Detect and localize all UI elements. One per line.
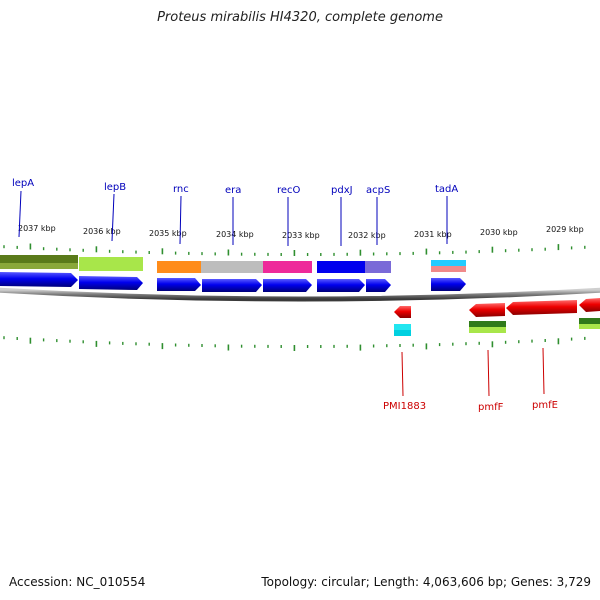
cds-arrow-PMI1883[interactable]: [394, 306, 411, 318]
gene-label-lepB[interactable]: lepB: [104, 182, 126, 193]
category-box-PMI1883-cyan: [394, 324, 411, 330]
accession-info: Accession: NC_010554: [9, 575, 145, 589]
cds-arrow-offscreen[interactable]: [579, 298, 600, 312]
ruler-ticks-bottom: [3, 336, 586, 351]
category-box-pmfF-dark: [469, 321, 506, 327]
gene-label-recO[interactable]: recO: [277, 185, 301, 196]
ruler-label-2035: 2035 kbp: [149, 229, 187, 238]
ruler-label-2031: 2031 kbp: [414, 230, 452, 239]
accession-value: NC_010554: [76, 575, 146, 589]
ruler-ticks-top: [3, 243, 586, 256]
cds-arrow-era[interactable]: [202, 279, 262, 292]
category-box-acpS: [365, 261, 391, 273]
category-box-era: [201, 261, 263, 273]
genome-summary: Topology: circular; Length: 4,063,606 bp…: [261, 575, 591, 589]
leader-lepB: [111, 193, 115, 242]
forward-cds-track: [0, 272, 466, 292]
ruler-label-2032: 2032 kbp: [348, 231, 386, 240]
gene-label-tadA[interactable]: tadA: [435, 184, 458, 195]
gene-label-pdxJ[interactable]: pdxJ: [331, 185, 353, 196]
reverse-gene-labels: PMI1883 pmfF pmfE: [383, 400, 558, 413]
leader-PMI1883: [401, 351, 404, 397]
cds-arrow-pmfE[interactable]: [506, 300, 577, 315]
category-box-tadA-cyan: [431, 260, 466, 266]
cds-arrow-lepB[interactable]: [79, 276, 143, 290]
genes-value: 3,729: [556, 575, 591, 589]
category-box-rnc: [157, 261, 201, 273]
ruler-label-2034: 2034 kbp: [216, 230, 254, 239]
category-box-lepA-dark: [0, 255, 78, 263]
category-box-tadA-pink: [431, 266, 466, 272]
category-box-lepB: [79, 257, 143, 271]
reverse-leaders: [401, 347, 545, 397]
category-box-offscreen-dark: [579, 318, 600, 324]
gene-label-lepA[interactable]: lepA: [12, 178, 34, 189]
accession-label: Accession:: [9, 575, 73, 589]
leader-lepA: [18, 190, 22, 238]
gene-label-pmfE[interactable]: pmfE: [532, 400, 558, 411]
cds-arrow-tadA[interactable]: [431, 278, 466, 291]
gene-label-acpS[interactable]: acpS: [366, 185, 390, 196]
ruler-label-2036: 2036 kbp: [83, 227, 121, 236]
ruler-label-2029: 2029 kbp: [546, 225, 584, 234]
cds-arrow-acpS[interactable]: [366, 279, 391, 292]
map-title: Proteus mirabilis HI4320, complete genom…: [157, 10, 443, 25]
leader-rnc: [179, 195, 182, 245]
ruler-label-2030: 2030 kbp: [480, 228, 518, 237]
length-label: Length:: [373, 575, 420, 589]
ruler-label-2033: 2033 kbp: [282, 231, 320, 240]
category-box-PMI1883-cyan2: [394, 330, 411, 336]
forward-leaders: [18, 190, 448, 246]
reverse-category-track: [394, 318, 600, 336]
gene-label-rnc[interactable]: rnc: [173, 184, 189, 195]
category-box-pdxJ: [317, 261, 365, 273]
category-box-offscreen-light: [579, 324, 600, 329]
category-box-lepA-light: [0, 263, 78, 269]
leader-pmfF: [487, 349, 490, 397]
category-box-recO: [263, 261, 312, 273]
cds-arrow-pdxJ[interactable]: [317, 279, 365, 292]
cds-arrow-rnc[interactable]: [157, 278, 201, 291]
gene-label-pmfF[interactable]: pmfF: [478, 402, 504, 413]
cds-arrow-pmfF[interactable]: [469, 303, 505, 317]
leader-pmfE: [542, 347, 545, 395]
cds-arrow-lepA[interactable]: [0, 272, 78, 287]
length-value: 4,063,606 bp: [422, 575, 503, 589]
reverse-cds-track: [394, 298, 600, 318]
topology-value: circular: [321, 575, 366, 589]
forward-category-track: [0, 255, 466, 273]
gene-label-PMI1883[interactable]: PMI1883: [383, 401, 426, 412]
forward-gene-labels: lepA lepB rnc era recO pdxJ acpS tadA: [12, 178, 458, 196]
genes-label: Genes:: [510, 575, 553, 589]
ruler-label-2037: 2037 kbp: [18, 224, 56, 233]
cds-arrow-recO[interactable]: [263, 279, 312, 292]
gene-label-era[interactable]: era: [225, 185, 241, 196]
genome-backbone: [0, 287, 600, 302]
topology-label: Topology:: [261, 575, 318, 589]
category-box-pmfF-light: [469, 327, 506, 333]
ruler-labels: 2037 kbp 2036 kbp 2035 kbp 2034 kbp 2033…: [18, 224, 584, 240]
